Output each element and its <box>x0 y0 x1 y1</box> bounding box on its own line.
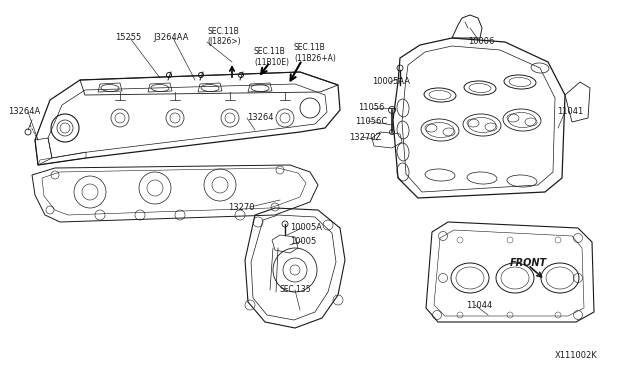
Text: 10005AA: 10005AA <box>372 77 410 87</box>
Text: 15255: 15255 <box>115 33 141 42</box>
Text: 11044: 11044 <box>466 301 492 310</box>
Text: 13270Z: 13270Z <box>349 132 381 141</box>
Text: SEC.11B: SEC.11B <box>207 28 239 36</box>
Text: 10006: 10006 <box>468 38 494 46</box>
Text: SEC.11B: SEC.11B <box>294 44 326 52</box>
Text: SEC.11B: SEC.11B <box>254 48 285 57</box>
Text: 10005A: 10005A <box>290 224 322 232</box>
Text: X111002K: X111002K <box>555 350 598 359</box>
Text: (11B26+A): (11B26+A) <box>294 54 336 62</box>
Text: 13270: 13270 <box>228 202 255 212</box>
Text: 11041: 11041 <box>557 108 583 116</box>
Text: 10005: 10005 <box>290 237 316 246</box>
Text: 11056C: 11056C <box>355 116 387 125</box>
Text: 13264: 13264 <box>247 112 273 122</box>
Text: 11056: 11056 <box>358 103 385 112</box>
Text: 13264A: 13264A <box>8 108 40 116</box>
Text: J3264AA: J3264AA <box>153 33 189 42</box>
Text: (11B10E): (11B10E) <box>254 58 289 67</box>
Text: SEC.135: SEC.135 <box>280 285 312 295</box>
Text: (J1826>): (J1826>) <box>207 38 241 46</box>
Text: FRONT: FRONT <box>510 258 547 268</box>
